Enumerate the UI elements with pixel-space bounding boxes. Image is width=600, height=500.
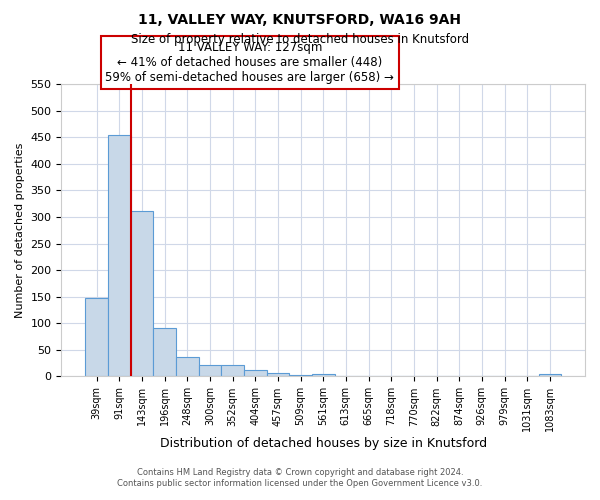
Bar <box>131 211 153 376</box>
X-axis label: Distribution of detached houses by size in Knutsford: Distribution of detached houses by size … <box>160 437 487 450</box>
Bar <box>176 357 199 376</box>
Text: Contains HM Land Registry data © Crown copyright and database right 2024.
Contai: Contains HM Land Registry data © Crown c… <box>118 468 482 487</box>
Bar <box>85 298 108 376</box>
Bar <box>312 374 335 376</box>
Text: Size of property relative to detached houses in Knutsford: Size of property relative to detached ho… <box>131 32 469 46</box>
Text: 11 VALLEY WAY: 127sqm
← 41% of detached houses are smaller (448)
59% of semi-det: 11 VALLEY WAY: 127sqm ← 41% of detached … <box>106 41 394 84</box>
Bar <box>199 366 221 376</box>
Bar <box>108 134 131 376</box>
Y-axis label: Number of detached properties: Number of detached properties <box>15 142 25 318</box>
Bar <box>244 370 266 376</box>
Bar <box>221 365 244 376</box>
Bar <box>289 375 312 376</box>
Text: 11, VALLEY WAY, KNUTSFORD, WA16 9AH: 11, VALLEY WAY, KNUTSFORD, WA16 9AH <box>139 12 461 26</box>
Bar <box>266 374 289 376</box>
Bar <box>539 374 561 376</box>
Bar <box>153 328 176 376</box>
